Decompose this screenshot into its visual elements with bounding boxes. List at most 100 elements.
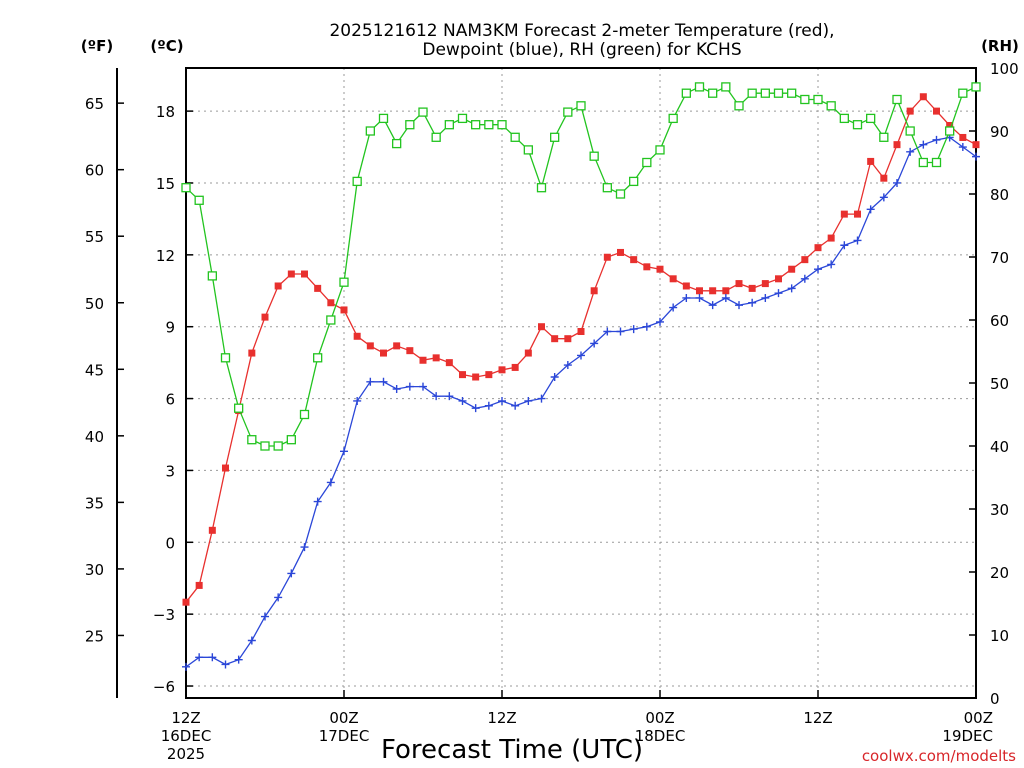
- 2-meter-temperature-point: [761, 280, 769, 288]
- dewpoint-point: [432, 392, 441, 401]
- dewpoint-point: [629, 325, 638, 334]
- rh-point: [378, 113, 389, 124]
- rh-point: [194, 195, 204, 205]
- 2-meter-temperature-point: [867, 157, 875, 165]
- fahrenheit-tick-label: 40: [85, 428, 104, 446]
- rh-point: [668, 113, 678, 124]
- dewpoint-point: [221, 660, 230, 669]
- 2-meter-temperature-point: [551, 335, 559, 343]
- rh-point: [484, 120, 494, 130]
- rh-tick-label: 40: [990, 438, 1009, 456]
- 2-meter-temperature-point: [248, 349, 256, 357]
- 2-meter-temperature-point: [656, 265, 664, 273]
- rh-point: [405, 120, 415, 130]
- 2-meter-temperature-point: [538, 323, 545, 331]
- 2-meter-temperature-point: [972, 141, 980, 149]
- 2-meter-temperature-point: [419, 356, 427, 364]
- dewpoint-point: [511, 401, 520, 410]
- credit-text: coolwx.com/modelts: [862, 747, 1016, 765]
- rh-point: [313, 353, 323, 363]
- dewpoint-point: [458, 396, 467, 405]
- dewpoint-point: [419, 382, 427, 391]
- dewpoint-point: [695, 293, 704, 302]
- dewpoint-point: [498, 396, 506, 405]
- 2-meter-temperature-point: [301, 270, 308, 278]
- rh-tick-label: 10: [990, 627, 1009, 645]
- x-tick-label: 00Z: [645, 709, 674, 727]
- x-tick-year-label: 2025: [167, 745, 205, 763]
- celsius-tick-label: 12: [156, 247, 175, 265]
- rh-point: [773, 88, 784, 98]
- dewpoint-point: [208, 653, 217, 662]
- 2-meter-temperature-point: [432, 354, 440, 362]
- 2-meter-temperature-point: [827, 234, 835, 242]
- dewpoint-point: [774, 289, 783, 298]
- rh-tick-label: 70: [990, 249, 1009, 267]
- data-series: [181, 82, 981, 671]
- dewpoint-point: [748, 298, 757, 307]
- rh-point: [352, 176, 362, 187]
- dewpoint-point: [932, 135, 941, 144]
- 2-meter-temperature-point: [524, 349, 532, 357]
- dewpoint-point: [550, 373, 559, 382]
- dewpoint-point: [787, 284, 796, 293]
- rh-point: [220, 353, 231, 363]
- dewpoint-point: [484, 401, 493, 410]
- rh-tick-label: 30: [990, 501, 1009, 519]
- dewpoint-point: [840, 241, 849, 250]
- rh-point: [681, 88, 691, 98]
- dewpoint-point: [642, 322, 651, 331]
- 2-meter-temperature-point: [459, 371, 466, 379]
- dewpoint-point: [379, 377, 388, 386]
- dewpoint-point: [879, 193, 888, 202]
- dewpoint-point: [405, 382, 414, 391]
- celsius-unit-label: (ºC): [150, 37, 183, 55]
- rh-point: [523, 145, 533, 155]
- 2-meter-temperature-point: [208, 526, 216, 534]
- rh-point: [721, 82, 731, 92]
- dewpoint-point: [524, 396, 533, 405]
- rh-point: [615, 189, 626, 199]
- dewpoint-point: [577, 351, 585, 360]
- dewpoint-point: [761, 293, 770, 302]
- rh-point: [602, 183, 612, 193]
- chart-title-line1: 2025121612 NAM3KM Forecast 2-meter Tempe…: [329, 21, 834, 41]
- x-tick-label: 00Z: [964, 709, 993, 727]
- dewpoint-point: [616, 327, 625, 336]
- dewpoint-point: [735, 301, 743, 310]
- 2-meter-temperature-point: [340, 306, 348, 314]
- rh-point: [694, 82, 705, 92]
- 2-meter-temperature-point: [748, 284, 756, 292]
- 2-meter-temperature-point: [735, 280, 743, 288]
- x-axis-title: Forecast Time (UTC): [381, 735, 643, 765]
- chart-title-line2: Dewpoint (blue), RH (green) for KCHS: [422, 40, 741, 60]
- rh-series: [181, 82, 981, 451]
- 2-meter-temperature-point: [906, 107, 914, 115]
- rh-point: [800, 94, 810, 105]
- rh-point: [629, 176, 639, 187]
- 2-meter-temperature-point: [406, 347, 414, 355]
- fahrenheit-tick-label: 60: [85, 162, 104, 180]
- rh-point: [734, 101, 744, 111]
- dewpoint-point: [669, 303, 678, 312]
- rh-point: [247, 435, 257, 445]
- celsius-tick-label: 18: [156, 103, 175, 121]
- 2-meter-temperature-point: [682, 282, 690, 290]
- 2-meter-temperature-point: [314, 284, 322, 292]
- rh-point: [273, 441, 283, 451]
- rh-point: [931, 157, 942, 168]
- 2-meter-temperature-point: [485, 371, 493, 379]
- 2-meter-temperature-point: [933, 107, 940, 115]
- rh-tick-label: 60: [990, 312, 1009, 330]
- rh-point: [589, 151, 599, 161]
- x-tick-label: 00Z: [329, 709, 358, 727]
- dewpoint-point: [906, 147, 915, 156]
- rh-point: [958, 88, 968, 98]
- 2-meter-temperature-point: [946, 121, 954, 129]
- rh-point: [418, 107, 428, 117]
- dewpoint-point: [340, 447, 348, 456]
- dewpoint-point: [234, 655, 243, 664]
- rh-point: [655, 145, 665, 155]
- 2-meter-temperature-point: [498, 366, 506, 374]
- dewpoint-point: [708, 301, 717, 310]
